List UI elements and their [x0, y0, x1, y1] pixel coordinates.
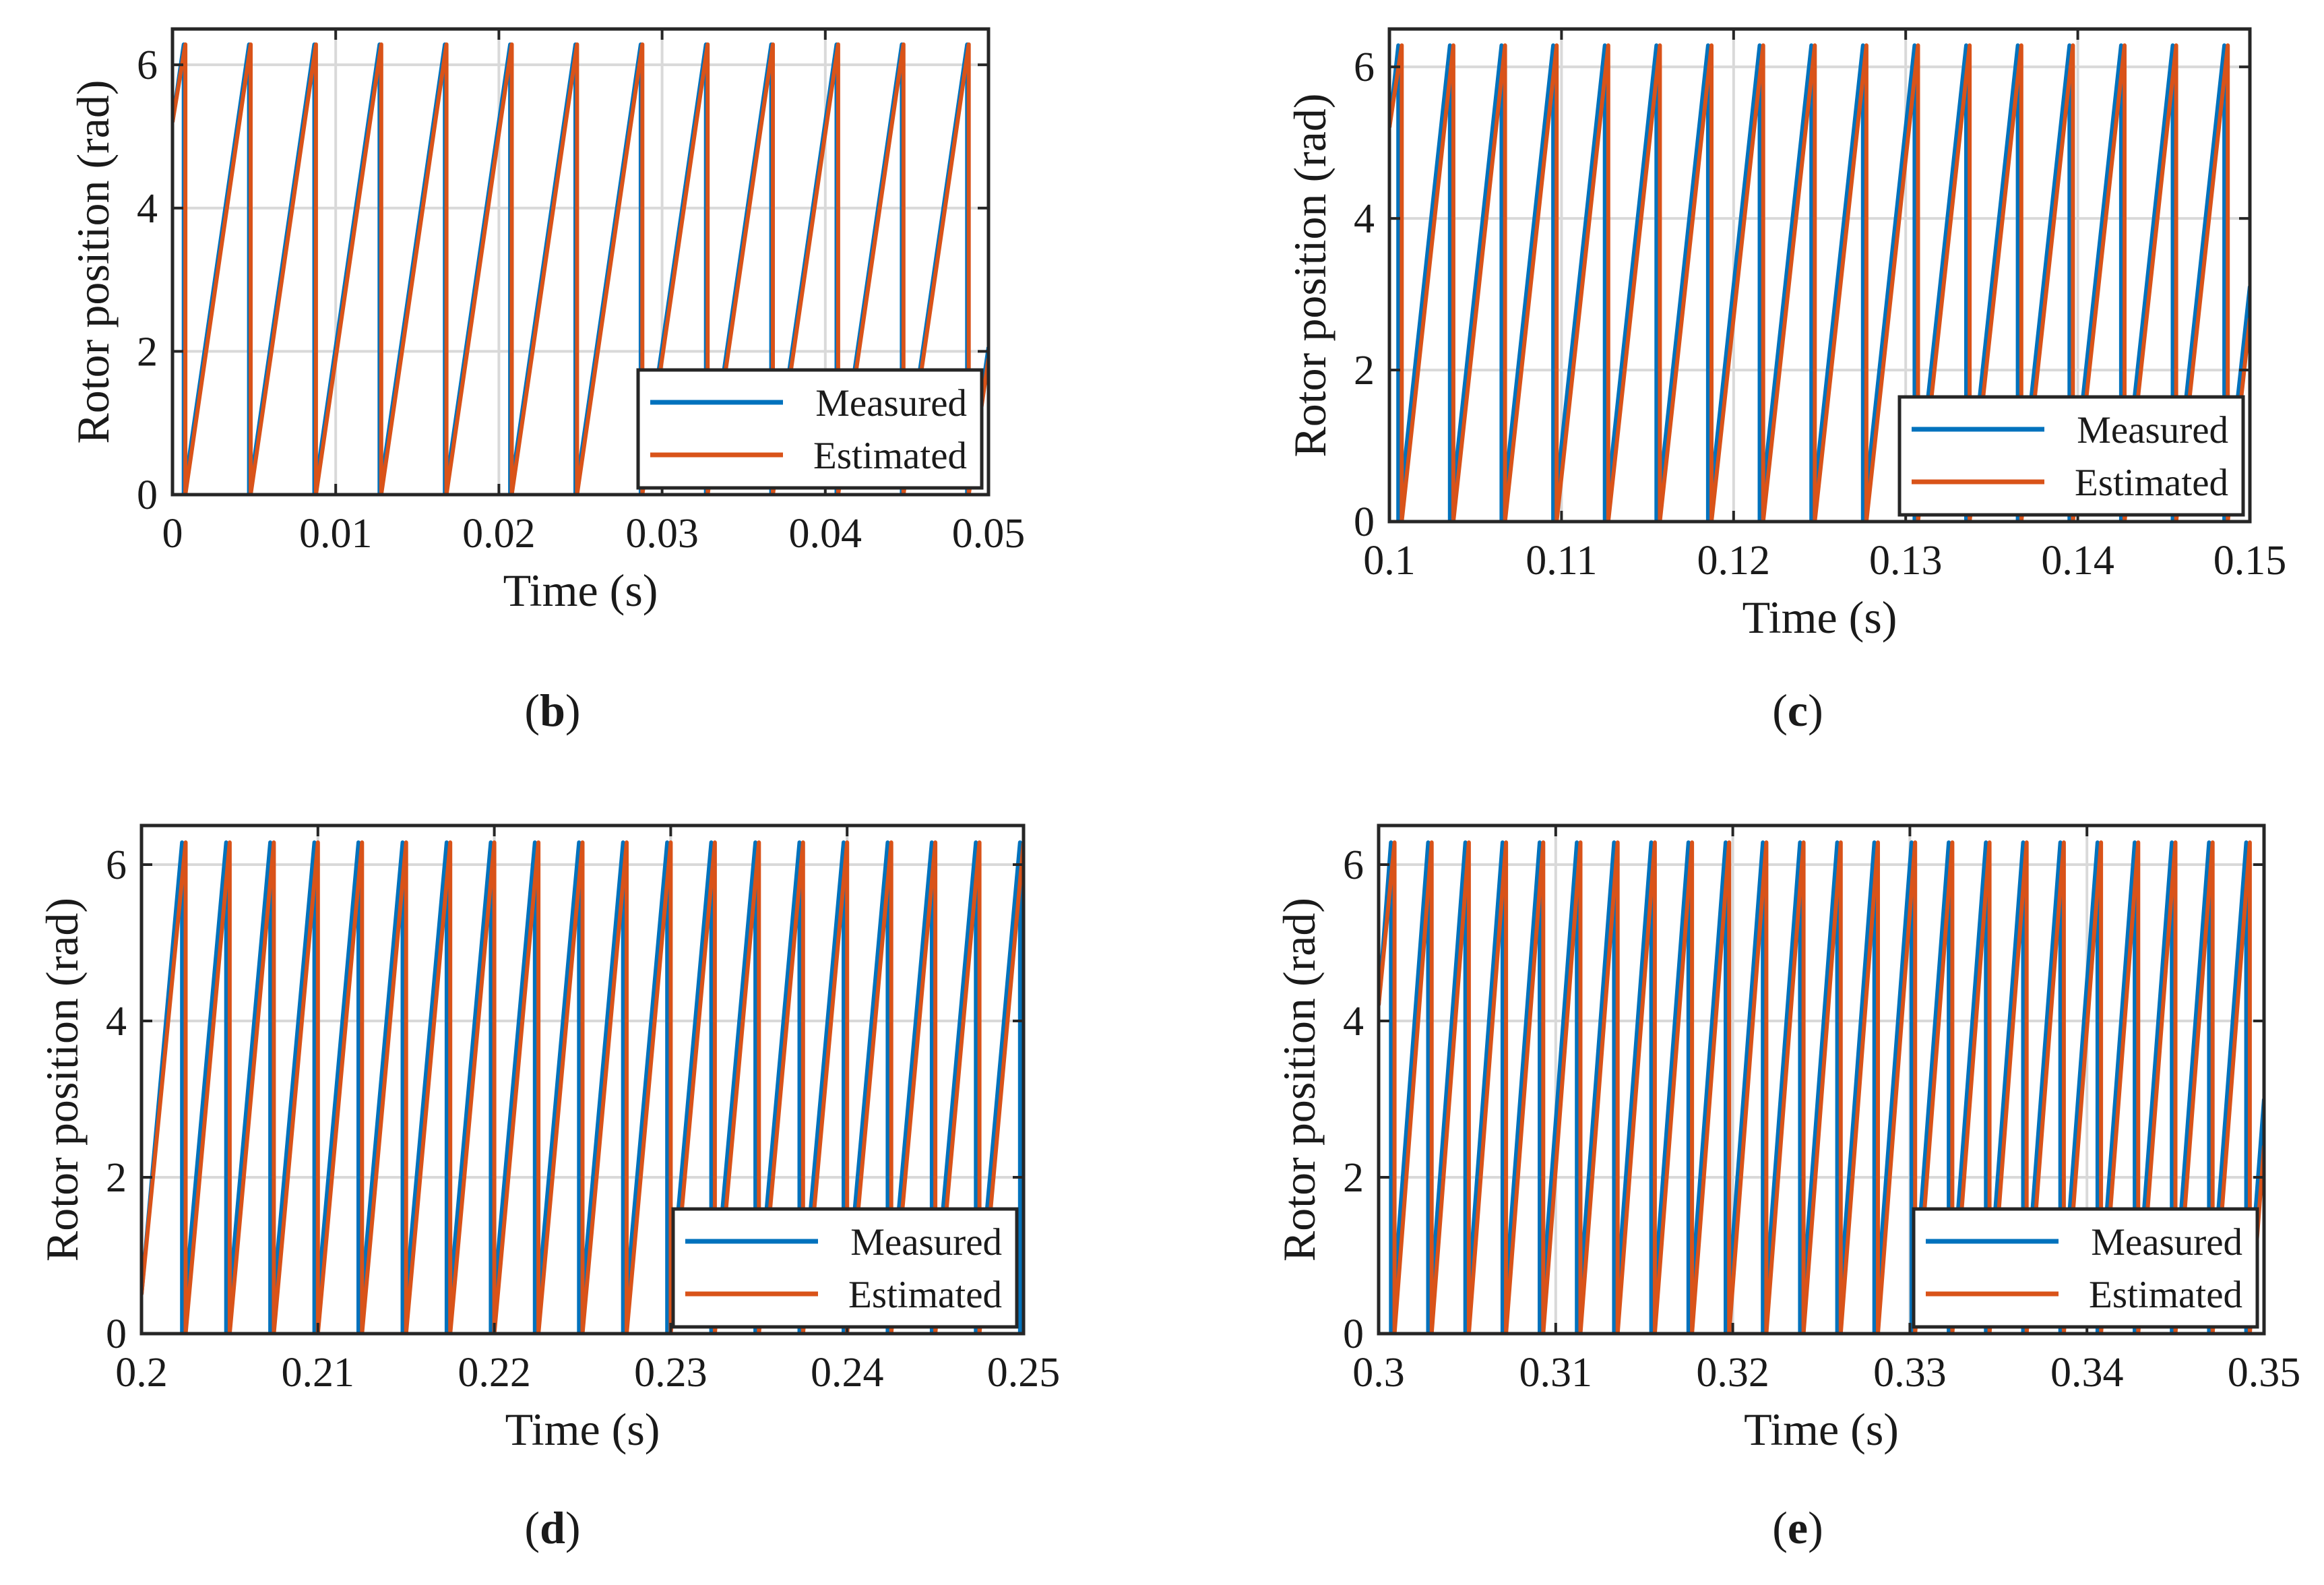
axes-box — [139, 823, 1026, 1336]
y-tick-label: 2 — [1343, 1155, 1364, 1201]
x-tick-label: 0.32 — [1696, 1350, 1769, 1396]
legend: Measured Estimated — [1897, 395, 2245, 517]
axes-box — [170, 27, 991, 497]
legend-label-estimated: Estimated — [813, 435, 967, 477]
legend: Measured Estimated — [671, 1207, 1019, 1329]
x-tick-label: 0.21 — [282, 1350, 355, 1396]
x-tick-label: 0.03 — [625, 511, 699, 557]
y-tick-label: 0 — [1343, 1311, 1364, 1357]
y-tick-label: 6 — [1354, 44, 1375, 90]
y-axis-label: Rotor position (rad) — [1274, 898, 1325, 1262]
x-tick-label: 0.05 — [952, 511, 1026, 557]
x-tick-label: 0 — [162, 511, 183, 557]
y-tick-label: 6 — [137, 42, 158, 88]
axes-box — [1377, 823, 2266, 1336]
y-axis-label: Rotor position (rad) — [67, 80, 119, 443]
x-tick-label: 0.31 — [1519, 1350, 1593, 1396]
legend: Measured Estimated — [1912, 1207, 2259, 1329]
x-tick-label: 0.2 — [115, 1350, 168, 1396]
x-tick-label: 0.12 — [1697, 538, 1771, 584]
legend: Measured Estimated — [636, 368, 984, 490]
x-axis-label: Time (s) — [1744, 1404, 1899, 1455]
x-tick-label: 0.33 — [1873, 1350, 1947, 1396]
y-tick-label: 2 — [1354, 348, 1375, 394]
x-tick-label: 0.02 — [462, 511, 536, 557]
x-tick-label: 0.35 — [2228, 1350, 2301, 1396]
y-tick-label: 4 — [1354, 196, 1375, 242]
x-tick-label: 0.34 — [2050, 1350, 2124, 1396]
legend-box — [636, 368, 984, 490]
panel-caption: (b) — [524, 685, 580, 736]
series-line-estimated — [142, 840, 1024, 1334]
series-line-estimated — [1379, 840, 2264, 1334]
x-tick-label: 0.13 — [1869, 538, 1943, 584]
x-axis-label: Time (s) — [1742, 592, 1897, 643]
y-tick-label: 2 — [137, 329, 158, 375]
x-tick-label: 0.14 — [2041, 538, 2114, 584]
y-axis-label: Rotor position (rad) — [36, 898, 88, 1262]
x-tick-label: 0.3 — [1352, 1350, 1405, 1396]
y-tick-label: 2 — [106, 1155, 127, 1201]
x-tick-label: 0.11 — [1526, 538, 1597, 584]
series-line-measured — [1379, 840, 2264, 1334]
legend-label-estimated: Estimated — [2075, 462, 2228, 504]
chart-panel-b: 0 0.01 0.02 0.03 0.04 0.05 0 2 4 6 Time (s) Rotor p… — [67, 27, 1026, 736]
x-axis-label: Time (s) — [505, 1404, 660, 1455]
y-tick-label: 4 — [106, 999, 127, 1045]
chart-panel-c: 0.1 0.11 0.12 0.13 0.14 0.15 0 2 4 6 Time (s) Rotor… — [1284, 27, 2287, 736]
x-tick-label: 0.24 — [811, 1350, 884, 1396]
legend-box — [1912, 1207, 2259, 1329]
panel-caption: (e) — [1772, 1502, 1823, 1553]
series-line-measured — [1389, 43, 2250, 522]
legend-label-estimated: Estimated — [2089, 1274, 2242, 1316]
chart-panel-e: 0.3 0.31 0.32 0.33 0.34 0.35 0 2 4 6 Time (s) Rotor… — [1274, 823, 2301, 1553]
legend-label-measured: Measured — [850, 1221, 1002, 1264]
legend-label-estimated: Estimated — [848, 1274, 1002, 1316]
chart-panel-d: 0.2 0.21 0.22 0.23 0.24 0.25 0 2 4 6 Time (s) Rotor… — [36, 823, 1061, 1553]
legend-box — [671, 1207, 1019, 1329]
series-line-estimated — [1389, 43, 2250, 522]
y-tick-label: 0 — [137, 472, 158, 518]
y-axis-label: Rotor position (rad) — [1284, 93, 1336, 457]
x-tick-label: 0.01 — [299, 511, 373, 557]
y-tick-label: 4 — [1343, 999, 1364, 1045]
y-tick-label: 6 — [1343, 842, 1364, 888]
legend-label-measured: Measured — [2091, 1221, 2242, 1264]
x-tick-label: 0.25 — [987, 1350, 1061, 1396]
y-tick-label: 4 — [137, 186, 158, 232]
x-tick-label: 0.1 — [1363, 538, 1416, 584]
axes-box — [1387, 27, 2252, 524]
panel-caption: (c) — [1772, 685, 1823, 736]
series-line-estimated — [172, 42, 988, 495]
legend-label-measured: Measured — [815, 382, 967, 425]
x-tick-label: 0.04 — [789, 511, 862, 557]
y-tick-label: 6 — [106, 842, 127, 888]
y-tick-label: 0 — [1354, 499, 1375, 545]
x-tick-label: 0.22 — [458, 1350, 531, 1396]
x-tick-label: 0.23 — [634, 1350, 708, 1396]
panel-caption: (d) — [524, 1502, 580, 1553]
x-axis-label: Time (s) — [503, 565, 658, 616]
legend-label-measured: Measured — [2077, 409, 2228, 452]
y-tick-label: 0 — [106, 1311, 127, 1357]
x-tick-label: 0.15 — [2213, 538, 2287, 584]
legend-box — [1897, 395, 2245, 517]
